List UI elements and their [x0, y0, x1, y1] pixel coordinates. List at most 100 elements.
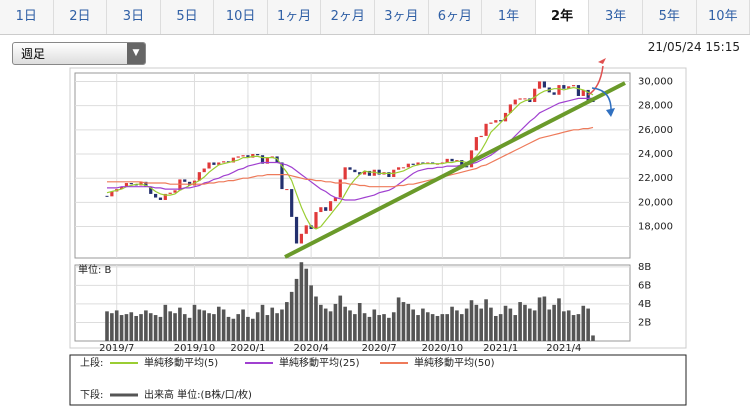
legend-label: 単純移動平均(5): [144, 356, 218, 369]
volume-bar: [377, 315, 381, 341]
candle: [173, 190, 177, 193]
period-tab[interactable]: 2ヶ月: [321, 0, 376, 34]
volume-bar: [236, 314, 241, 341]
period-tab[interactable]: 2年: [535, 0, 590, 34]
x-tick-label: 2021/4: [546, 343, 581, 354]
volume-bar: [411, 309, 415, 341]
period-dropdown[interactable]: 週足 ▼: [12, 42, 146, 65]
ma-line: [106, 86, 594, 230]
x-tick-label: 2020/4: [294, 343, 329, 354]
candle: [562, 85, 566, 89]
candle: [144, 181, 148, 187]
volume-bar: [314, 296, 318, 341]
period-tab[interactable]: 5日: [161, 0, 215, 34]
period-tab[interactable]: 6ヶ月: [429, 0, 483, 34]
candle: [542, 81, 546, 88]
candle: [411, 163, 415, 165]
volume-bar: [265, 315, 270, 341]
y-tick-label: 24,000: [638, 149, 673, 160]
candle: [508, 104, 512, 113]
volume-bar: [367, 316, 372, 341]
volume-bar: [192, 304, 197, 341]
volume-bar: [406, 303, 411, 341]
volume-bar: [251, 318, 255, 341]
period-tab[interactable]: 10日: [214, 0, 268, 34]
candle: [450, 158, 454, 162]
volume-bar: [591, 335, 595, 341]
volume-bar: [581, 305, 586, 341]
volume-bar: [455, 310, 459, 341]
volume-bar: [241, 309, 245, 341]
volume-bar: [474, 304, 479, 341]
volume-bar: [202, 310, 206, 341]
legend-label: 単純移動平均(50): [414, 356, 495, 369]
legend-label: 出来高 単位:(B株/口/枚): [144, 388, 252, 401]
period-tab[interactable]: 1日: [0, 0, 54, 34]
volume-bar: [182, 314, 187, 341]
candle: [401, 167, 406, 169]
period-tab[interactable]: 3日: [107, 0, 161, 34]
volume-bar: [129, 312, 134, 341]
volume-bar: [562, 311, 566, 341]
candle: [134, 184, 138, 186]
period-tab[interactable]: 3年: [589, 0, 643, 34]
volume-bar: [387, 317, 391, 341]
volume-bar: [557, 298, 561, 341]
candle: [489, 122, 493, 124]
candle: [567, 86, 571, 89]
candle: [552, 92, 556, 95]
period-tab[interactable]: 2日: [54, 0, 108, 34]
volume-bar: [421, 308, 425, 341]
x-tick-label: 2021/1: [483, 343, 518, 354]
candle: [537, 81, 542, 89]
volume-bar: [357, 303, 362, 341]
volume-bar: [105, 311, 109, 341]
volume-bar: [503, 305, 508, 341]
volume-plot: [74, 264, 631, 342]
period-tab[interactable]: 1ヶ月: [268, 0, 322, 34]
y-tick-label: 30,000: [638, 76, 673, 87]
candle: [314, 212, 318, 229]
volume-bar: [494, 315, 498, 341]
candle: [285, 189, 289, 191]
volume-bar: [445, 314, 449, 341]
candle: [290, 189, 294, 217]
period-tab[interactable]: 3ヶ月: [375, 0, 429, 34]
candle: [499, 120, 503, 122]
volume-bar: [309, 285, 313, 341]
candle: [231, 157, 235, 163]
x-tick-label: 2020/7: [362, 343, 397, 354]
legend-upper-label: 上段:: [80, 356, 103, 369]
period-tab[interactable]: 5年: [643, 0, 697, 34]
candle: [168, 192, 172, 194]
volume-bar: [207, 313, 211, 341]
volume-bar: [542, 296, 547, 341]
volume-bar: [285, 302, 289, 341]
volume-bar: [552, 304, 556, 341]
volume-bar: [547, 309, 552, 341]
volume-bar: [226, 316, 231, 341]
volume-bar: [484, 299, 488, 341]
candle: [217, 162, 221, 165]
x-tick-label: 2020/10: [422, 343, 464, 354]
candle: [328, 201, 333, 211]
volume-bar: [212, 314, 216, 341]
dropdown-arrow: ▼: [127, 43, 145, 64]
candle: [576, 85, 581, 96]
volume-bar: [333, 303, 338, 341]
chart-frame: [69, 67, 687, 349]
up-arrow: [587, 65, 604, 96]
volume-bar: [173, 313, 177, 341]
volume-bar: [537, 297, 542, 341]
volume-bar: [163, 304, 168, 341]
period-tab[interactable]: 1年: [482, 0, 536, 34]
volume-bar: [338, 295, 343, 341]
volume-bar: [328, 311, 333, 341]
candle: [280, 162, 284, 190]
candle: [367, 170, 372, 176]
volume-bar: [139, 314, 143, 341]
ma-line: [107, 126, 594, 188]
volume-bar: [435, 315, 440, 341]
volume-bar: [197, 309, 202, 341]
volume-bar: [114, 310, 119, 341]
